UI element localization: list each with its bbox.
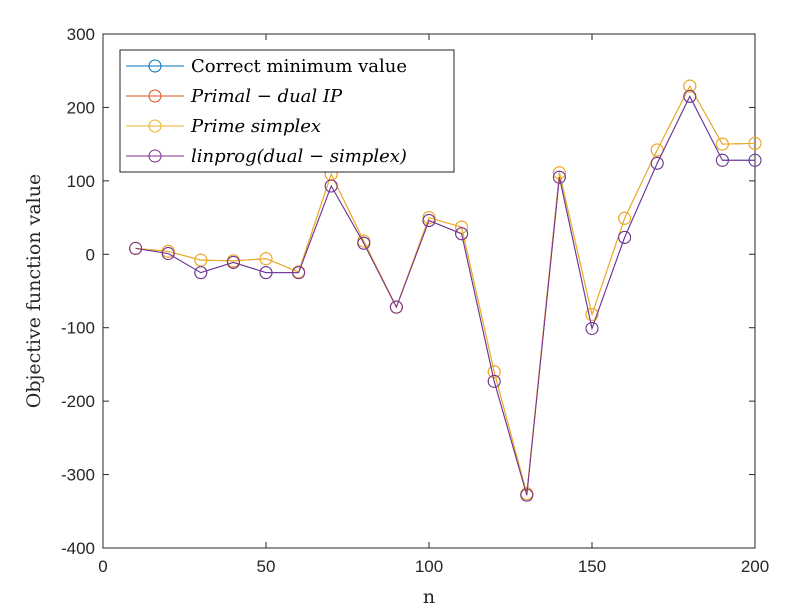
y-tick-label: -300 [61,466,95,485]
data-point-linprog-dual-simplex [683,89,697,103]
data-point-prime-simplex [683,79,697,93]
y-tick-label: 200 [67,98,95,117]
y-tick-label: -400 [61,539,95,558]
y-axis-ticks: 300 200 100 0 -100 -200 -300 -400 [61,25,755,558]
data-point-linprog-dual-simplex [487,374,501,388]
x-tick-label: 200 [741,557,769,576]
data-point-linprog-dual-simplex [585,321,599,335]
legend-label-linprog-dual-simplex: linprog(dual − simplex) [191,146,407,167]
data-point-linprog-dual-simplex [194,266,208,280]
data-point-prime-simplex [259,252,273,266]
data-point-linprog-dual-simplex [455,227,469,241]
y-tick-label: -100 [61,319,95,338]
data-point-linprog-dual-simplex [129,241,143,255]
legend-label-primal-dual-ip: Primal − dual IP [190,86,343,107]
legend-entry-primal-dual-ip: Primal − dual IP [126,86,343,107]
legend-entry-linprog-dual-simplex: linprog(dual − simplex) [126,146,407,167]
data-point-linprog-dual-simplex [748,153,762,167]
y-tick-label: 300 [67,25,95,44]
y-tick-label: 100 [67,172,95,191]
data-point-linprog-dual-simplex [650,156,664,170]
legend-marker-correct-minimum-value [148,59,162,73]
x-axis-label: n [423,586,435,608]
series-linprog-dual-simplex [129,89,762,502]
data-point-linprog-dual-simplex [520,488,534,502]
x-tick-label: 50 [257,557,276,576]
data-point-linprog-dual-simplex [161,247,175,261]
data-point-prime-simplex [455,220,469,234]
legend-marker-linprog-dual-simplex [148,149,162,163]
legend-marker-prime-simplex [148,119,162,133]
data-point-linprog-dual-simplex [259,266,273,280]
data-point-prime-simplex [618,211,632,225]
data-point-linprog-dual-simplex [389,300,403,314]
data-point-linprog-dual-simplex [292,266,306,280]
x-tick-label: 150 [578,557,606,576]
data-point-linprog-dual-simplex [422,214,436,228]
data-point-linprog-dual-simplex [618,230,632,244]
x-tick-label: 0 [98,557,107,576]
legend-entry-correct-minimum-value: Correct minimum value [126,56,407,77]
y-tick-label: -200 [61,392,95,411]
data-point-prime-simplex [422,211,436,225]
legend-entry-prime-simplex: Prime simplex [126,116,321,137]
y-tick-label: 0 [86,245,95,264]
data-point-linprog-dual-simplex [357,236,371,250]
data-point-linprog-dual-simplex [715,153,729,167]
data-point-linprog-dual-simplex [324,179,338,193]
legend-marker-primal-dual-ip [148,89,162,103]
data-point-prime-simplex [748,136,762,150]
legend-label-prime-simplex: Prime simplex [190,116,321,137]
series-layer [129,79,762,502]
legend: Correct minimum value Primal − dual IP P… [119,49,455,173]
data-point-linprog-dual-simplex [226,255,240,269]
x-axis-ticks: 0 50 100 150 200 [98,34,769,576]
legend-box [119,49,455,173]
data-point-prime-simplex [715,137,729,151]
data-point-prime-simplex [585,308,599,321]
x-tick-label: 100 [415,557,443,576]
data-point-prime-simplex [487,365,501,379]
legend-label-correct-minimum-value: Correct minimum value [191,56,407,77]
data-point-linprog-dual-simplex [552,170,566,184]
y-axis-label: Objective function value [23,174,45,408]
